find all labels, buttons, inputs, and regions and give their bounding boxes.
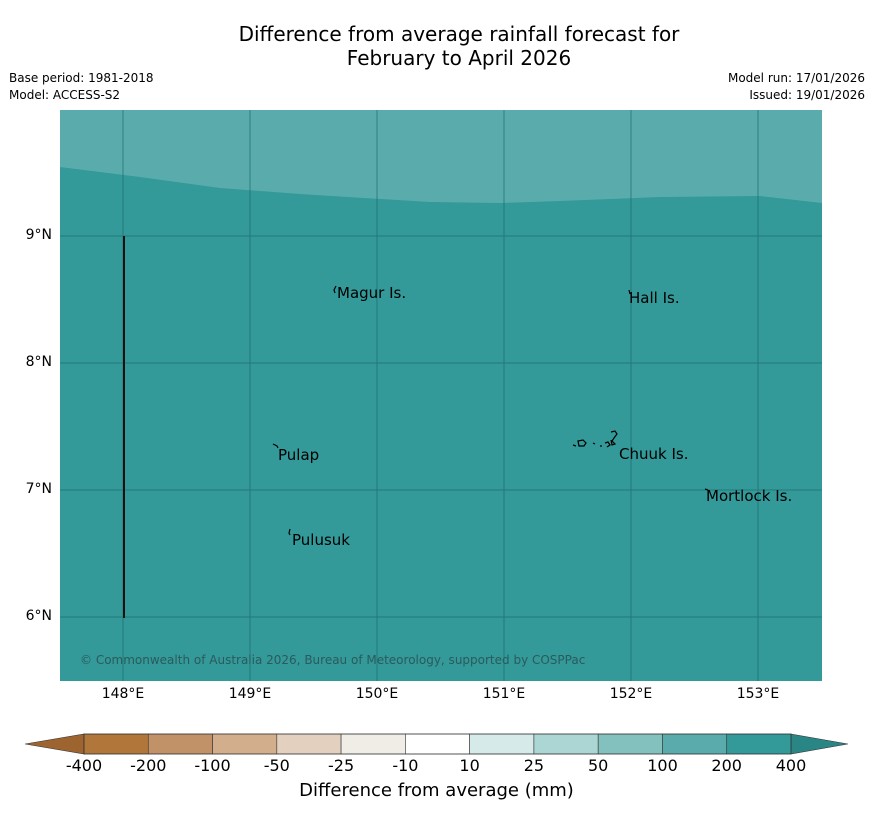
map-area: Magur Is. Hall Is. Pulap Chuuk Is. Mortl… [60,110,822,681]
title-line-2: February to April 2026 [346,46,572,70]
colorbar-segment [533,733,599,755]
map-canvas [60,110,822,681]
chuuk-lagoon-5 [610,430,618,446]
model-name: Model: ACCESS-S2 [9,88,121,102]
pulap-island [272,443,279,449]
colorbar-label: Difference from average (mm) [299,780,574,801]
colorbar-tick: -50 [263,756,290,775]
island-outlines [272,285,709,536]
colorbar-frame [83,733,792,755]
chuuk-lagoon-6 [572,444,577,447]
place-label-chuuk: Chuuk Is. [619,445,689,463]
issued-date: Issued: 19/01/2026 [749,88,865,102]
colorbar-tick: 25 [523,756,545,775]
pulusuk-island [288,528,291,536]
place-label-pulap: Pulap [278,446,320,464]
colorbar-tick: 200 [711,756,742,775]
lon-label-149e: 149°E [228,686,272,702]
lon-label-150e: 150°E [355,686,399,702]
colorbar-tick: 100 [647,756,678,775]
colorbar-tick: 50 [588,756,609,775]
colorbar-segment [405,733,470,755]
title-line-1: Difference from average rainfall forecas… [238,22,680,46]
colorbar-segment [147,733,213,755]
lat-label-9n: 9°N [25,227,52,243]
model-run: Model run: 17/01/2026 [727,71,865,85]
meta-right: Model run: 17/01/2026 Issued: 19/01/2026 [728,70,865,104]
colorbar-segment [726,733,792,755]
colorbar-segment [276,733,342,755]
colorbar-segment [212,733,278,755]
hall-island [628,289,631,295]
copyright-notice: © Commonwealth of Australia 2026, Bureau… [80,653,586,667]
meta-left: Base period: 1981-2018 Model: ACCESS-S2 [9,70,154,104]
colorbar-tick: -100 [194,756,231,775]
map-title: Difference from average rainfall forecas… [0,22,873,70]
lon-label-151e: 151°E [482,686,526,702]
colorbar-segment [340,733,406,755]
rainfall-band-100-200 [60,110,822,203]
magur-island [333,285,337,294]
colorbar-under-arrow [24,733,85,755]
lat-label-6n: 6°N [25,608,52,624]
chuuk-lagoon-2 [592,442,596,445]
graticule [60,110,822,681]
colorbar-tick: -10 [392,756,419,775]
lon-label-148e: 148°E [101,686,145,702]
lat-label-7n: 7°N [25,481,52,497]
colorbar-segment [83,733,149,755]
lon-label-153e: 153°E [736,686,780,702]
colorbar-tick: 10 [459,756,480,775]
lat-label-8n: 8°N [25,354,52,370]
lon-label-152e: 152°E [609,686,653,702]
colorbar-tick: -25 [328,756,355,775]
chuuk-lagoon-1 [577,439,587,447]
colorbar-segment [469,733,535,755]
place-label-magur: Magur Is. [337,284,407,302]
colorbar-tick: -400 [65,756,103,775]
chuuk-lagoon-4 [604,441,611,448]
colorbar-tick: 400 [775,756,807,775]
place-label-mortlock: Mortlock Is. [706,487,793,505]
colorbar-segment [662,733,728,755]
place-label-hall: Hall Is. [629,289,680,307]
base-period: Base period: 1981-2018 [9,71,154,85]
place-label-pulusuk: Pulusuk [292,531,350,549]
colorbar-segment [597,733,663,755]
colorbar [24,733,849,755]
colorbar-tick: -200 [130,756,167,775]
colorbar-over-arrow [790,733,849,755]
mortlock-island [704,488,709,491]
